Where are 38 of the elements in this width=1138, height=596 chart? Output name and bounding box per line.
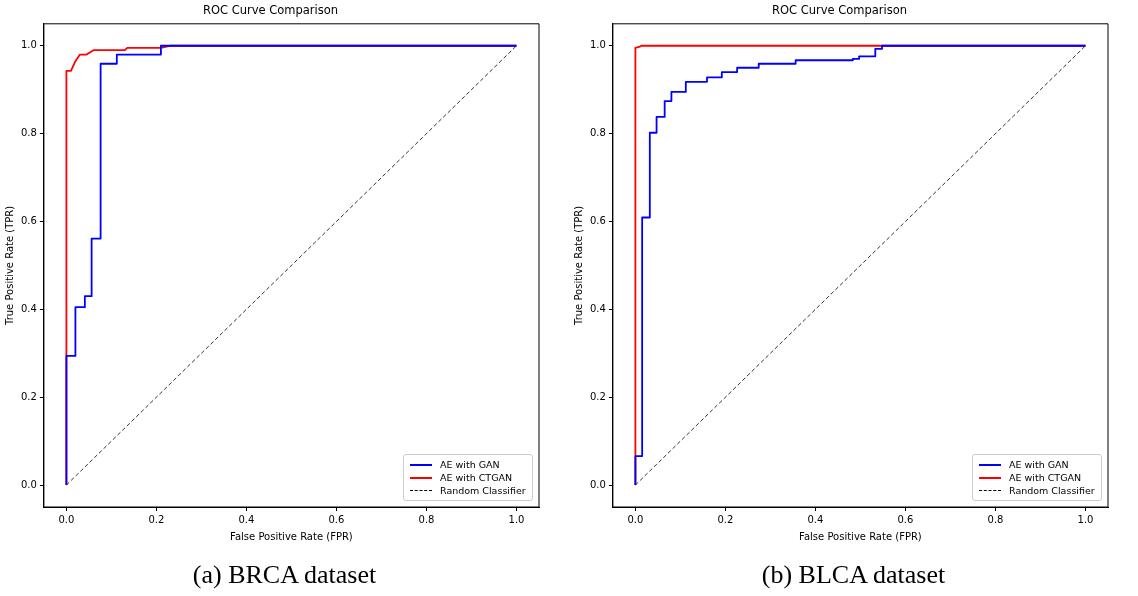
x-tick-label: 0.4 <box>238 513 255 525</box>
y-tick-label: 0.2 <box>590 390 606 402</box>
legend-label: Random Classifier <box>1009 485 1095 496</box>
x-tick-label: 0.0 <box>58 513 75 525</box>
text: (a) BRCA dataset <box>191 560 378 590</box>
y-tick-label: 0.0 <box>21 478 37 490</box>
x-tick-label: 0.6 <box>328 513 345 525</box>
y-tick-label: 1.0 <box>21 39 37 51</box>
x-tick-label: 1.0 <box>508 513 525 525</box>
x-tick-label: 0.8 <box>987 513 1004 525</box>
legend-label: AE with CTGAN <box>440 472 513 483</box>
x-tick-label: 0.0 <box>627 513 644 525</box>
y-tick-label: 0.4 <box>21 302 37 314</box>
legend-label: AE with GAN <box>1009 459 1069 470</box>
y-tick-label: 0.2 <box>21 390 37 402</box>
x-tick-label: 1.0 <box>1077 513 1094 525</box>
y-tick-label: 0.6 <box>21 215 37 227</box>
x-axis-title: False Positive Rate (FPR) <box>799 530 922 542</box>
chart-title: ROC Curve Comparison <box>771 2 908 17</box>
x-tick-label: 0.2 <box>717 513 734 525</box>
y-tick-label: 0.0 <box>590 478 606 490</box>
legend-label: AE with CTGAN <box>1009 472 1082 483</box>
x-tick-label: 0.4 <box>807 513 824 525</box>
legend-label: Random Classifier <box>440 485 526 496</box>
x-tick-label: 0.2 <box>148 513 165 525</box>
text: (b) BLCA dataset <box>760 560 947 590</box>
x-tick-label: 0.6 <box>897 513 914 525</box>
y-tick-label: 1.0 <box>590 39 606 51</box>
x-axis-title: False Positive Rate (FPR) <box>230 530 353 542</box>
y-tick-label: 0.8 <box>590 127 606 139</box>
y-tick-label: 0.8 <box>21 127 37 139</box>
chart-title: ROC Curve Comparison <box>202 2 339 17</box>
x-tick-label: 0.8 <box>418 513 435 525</box>
y-tick-label: 0.6 <box>590 215 606 227</box>
y-tick-label: 0.4 <box>590 302 606 314</box>
y-axis-title: True Positive Rate (TPR) <box>572 205 584 326</box>
legend-label: AE with GAN <box>440 459 500 470</box>
y-axis-title: True Positive Rate (TPR) <box>3 205 15 326</box>
